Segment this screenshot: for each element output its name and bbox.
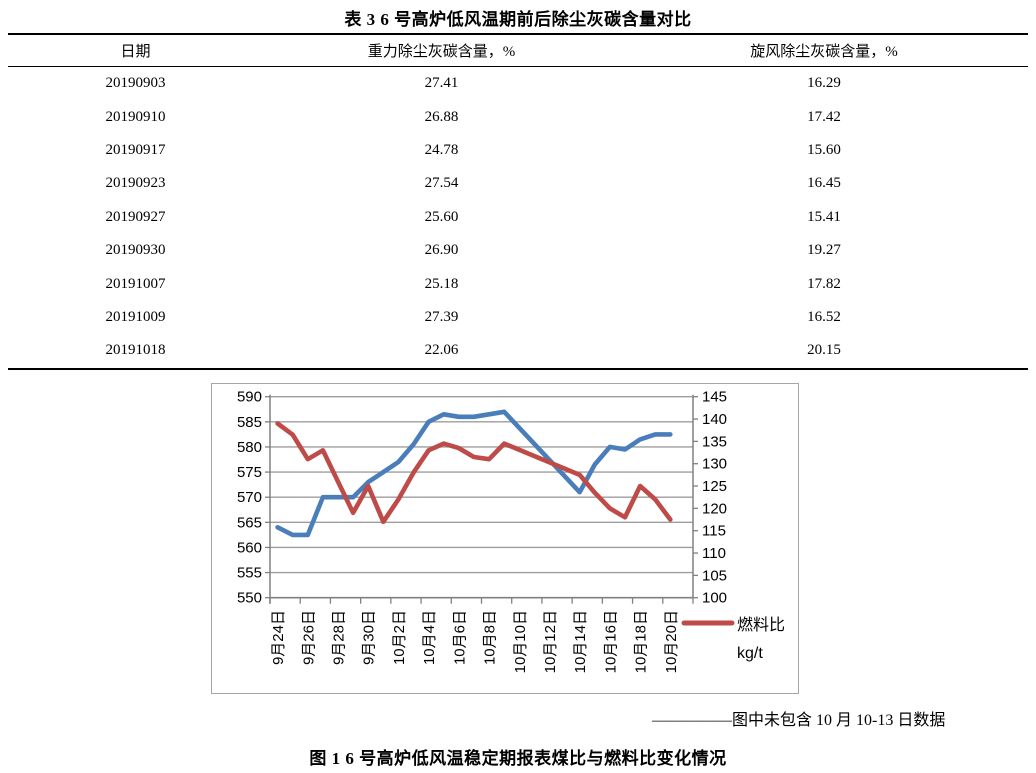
- blue-line: [275, 409, 673, 538]
- column-header-cyclone-ash: 旋风除尘灰碳含量，%: [620, 34, 1028, 67]
- legend-unit-label: kg/t: [737, 645, 763, 662]
- table-row: 20190917 24.78 15.60: [8, 134, 1028, 167]
- table-cell: 20190930: [105, 242, 166, 259]
- table-cell: 15.60: [807, 141, 841, 158]
- table-cell: 26.88: [424, 108, 459, 125]
- x-axis-label: 10月18日: [633, 610, 650, 673]
- table-cell: 17.42: [807, 108, 841, 125]
- table-row: 20191007 25.18 17.82: [8, 267, 1028, 300]
- table-cell: 20191009: [105, 308, 166, 325]
- table-row: 20190910 26.88 17.42: [8, 100, 1028, 133]
- column-header-date: 日期: [8, 34, 263, 67]
- right-axis-label: 105: [702, 567, 727, 584]
- table-cell: 17.82: [807, 275, 841, 292]
- table-cell: 20190910: [105, 108, 166, 125]
- left-axis-label: 555: [237, 565, 262, 582]
- table-cell: 16.29: [807, 75, 841, 92]
- table-cell: 20.15: [807, 342, 841, 359]
- table-cell: 24.78: [424, 141, 459, 158]
- table-cell: 27.41: [424, 75, 459, 92]
- red-line: [275, 421, 673, 525]
- table-cell: 20190923: [105, 175, 166, 192]
- table-cell: 16.52: [807, 308, 841, 325]
- x-axis-label: 10月6日: [451, 610, 468, 665]
- table-cell: 25.60: [424, 208, 459, 225]
- right-axis-label: 120: [702, 500, 727, 517]
- x-axis-label: 10月4日: [421, 610, 438, 665]
- table-row: 20190923 27.54 16.45: [8, 167, 1028, 200]
- left-axis-label: 575: [237, 464, 262, 481]
- table-row: 20190930 26.90 19.27: [8, 234, 1028, 267]
- left-axis-label: 585: [237, 414, 262, 431]
- table-cell: 20190927: [105, 208, 166, 225]
- figure-caption: 图 1 6 号高炉低风温稳定期报表煤比与燃料比变化情况: [309, 749, 727, 768]
- table-header-row: 日期 重力除尘灰碳含量，% 旋风除尘灰碳含量，%: [8, 34, 1028, 67]
- x-axis-label: 10月10日: [512, 610, 529, 673]
- table-cell: 20191007: [105, 275, 166, 292]
- table-cell: 15.41: [807, 208, 841, 225]
- right-axis-label: 115: [702, 523, 726, 540]
- x-axis-label: 9月26日: [300, 610, 317, 665]
- column-header-gravity-ash: 重力除尘灰碳含量，%: [263, 34, 620, 67]
- dual-axis-line-chart: 550 555 560 565 570 575 580 585 590 100 105 110 115 1…: [237, 389, 785, 674]
- table-cell: 25.18: [424, 275, 459, 292]
- right-axis-label: 130: [702, 456, 727, 473]
- x-axis-label: 9月28日: [330, 610, 347, 665]
- line-chart-container: 550 555 560 565 570 575 580 585 590 100 105 110 115 1…: [211, 383, 799, 694]
- x-axis-label: 9月24日: [270, 610, 287, 665]
- right-axis-label: 100: [702, 590, 727, 607]
- table-cell: 19.27: [807, 242, 841, 259]
- table-cell: 16.45: [807, 175, 841, 192]
- figure-note: —————图中未包含 10 月 10-13 日数据: [652, 712, 946, 729]
- left-axis-label: 565: [237, 514, 262, 531]
- legend-label: 燃料比: [737, 616, 785, 634]
- right-axis-label: 135: [702, 433, 727, 450]
- table-title: 表 3 6 号高炉低风温期前后除尘灰碳含量对比: [344, 10, 692, 29]
- table-cell: 20190917: [105, 141, 166, 158]
- left-axis-label: 590: [237, 389, 262, 406]
- right-axis-label: 145: [702, 389, 727, 406]
- ash-carbon-table: 日期 重力除尘灰碳含量，% 旋风除尘灰碳含量，% 20190903 27.41 16…: [8, 33, 1028, 370]
- table-row: 20191009 27.39 16.52: [8, 301, 1028, 334]
- right-axis-label: 125: [702, 478, 727, 495]
- left-axis-label: 550: [237, 590, 262, 607]
- table-cell: 22.06: [424, 342, 459, 359]
- x-axis-label: 10月12日: [542, 610, 559, 673]
- table-cell: 20191018: [105, 342, 166, 359]
- x-axis-label: 10月16日: [602, 610, 619, 673]
- table-cell: 20190903: [105, 75, 166, 92]
- left-axis-label: 560: [237, 539, 262, 556]
- x-axis-label: 10月8日: [482, 610, 499, 665]
- x-axis-label: 10月14日: [572, 610, 589, 673]
- left-axis-label: 570: [237, 489, 262, 506]
- left-axis-label: 580: [237, 439, 262, 456]
- right-axis-label: 140: [702, 411, 727, 428]
- right-axis-label: 110: [702, 545, 726, 562]
- table-cell: 26.90: [424, 242, 459, 259]
- table-cell: 27.54: [424, 175, 459, 192]
- x-axis-label: 10月20日: [663, 610, 680, 673]
- table-row: 20190903 27.41 16.29: [8, 67, 1028, 101]
- table-row: 20191018 22.06 20.15: [8, 334, 1028, 368]
- table-cell: 27.39: [424, 308, 459, 325]
- x-axis-label: 9月30日: [361, 610, 378, 665]
- table-row: 20190927 25.60 15.41: [8, 201, 1028, 234]
- x-axis-label: 10月2日: [391, 610, 408, 665]
